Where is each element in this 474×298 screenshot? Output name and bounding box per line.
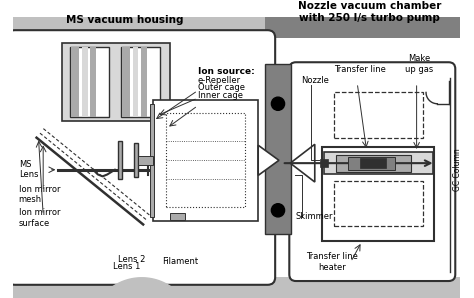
Bar (265, 64, 291, 234)
Text: Transfer line: Transfer line (334, 65, 385, 74)
Bar (322, 147, 434, 241)
Bar (150, 104, 155, 217)
Text: Filament: Filament (162, 257, 198, 266)
Text: Lens 2: Lens 2 (118, 254, 145, 264)
Bar (336, 155, 411, 172)
Text: Ion mirror
surface: Ion mirror surface (18, 208, 60, 228)
Text: Transfer line
heater: Transfer line heater (306, 252, 358, 271)
Bar (133, 47, 138, 117)
Bar (122, 47, 130, 117)
Circle shape (272, 97, 284, 110)
Bar (334, 181, 423, 226)
Bar (265, 17, 460, 38)
Bar (138, 156, 153, 165)
Text: MS
Lens: MS Lens (18, 160, 38, 179)
Text: Inner cage: Inner cage (198, 91, 243, 100)
Text: Lens 1: Lens 1 (113, 262, 140, 271)
Text: Ion source:: Ion source: (198, 67, 255, 76)
Bar (324, 152, 433, 174)
Text: Nozzle: Nozzle (301, 76, 329, 85)
Bar (134, 143, 138, 177)
Bar (91, 47, 96, 117)
Text: Outer cage: Outer cage (198, 83, 245, 92)
Bar (70, 47, 109, 117)
Text: Nozzle vacuum chamber
with 250 l/s turbo pump: Nozzle vacuum chamber with 250 l/s turbo… (298, 1, 441, 23)
Text: Skimmer: Skimmer (296, 212, 333, 221)
Bar (360, 159, 386, 168)
Text: GC Column: GC Column (453, 148, 462, 191)
FancyBboxPatch shape (289, 62, 456, 281)
Bar (118, 142, 122, 179)
Bar (72, 47, 79, 117)
Bar (153, 100, 258, 221)
Bar (13, 17, 460, 38)
Bar (348, 156, 395, 170)
Bar (141, 47, 147, 117)
Text: e-Repeller: e-Repeller (198, 76, 241, 85)
Circle shape (272, 204, 284, 217)
Bar (62, 44, 171, 121)
Text: Ion mirror
mesh: Ion mirror mesh (18, 184, 60, 204)
Bar (334, 92, 423, 138)
FancyBboxPatch shape (7, 30, 275, 285)
Polygon shape (290, 144, 315, 182)
Polygon shape (258, 145, 279, 176)
Bar (166, 113, 245, 207)
Bar (120, 47, 160, 117)
Bar (320, 159, 328, 167)
Text: Make
up gas: Make up gas (405, 54, 434, 74)
Bar (13, 277, 460, 298)
Bar (82, 47, 88, 117)
Bar (170, 213, 185, 220)
Text: MS vacuum housing: MS vacuum housing (65, 15, 183, 24)
